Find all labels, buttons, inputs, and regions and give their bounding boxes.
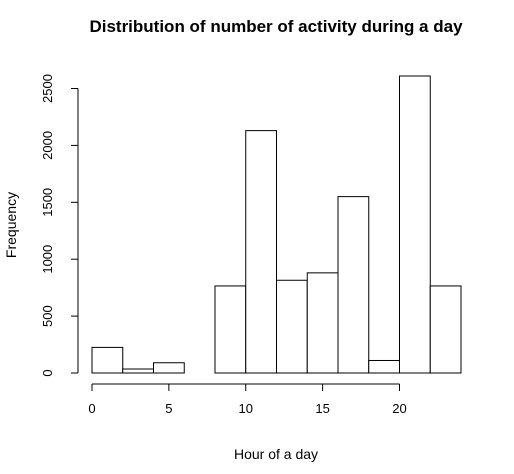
y-tick-label: 0	[40, 369, 55, 376]
x-tick-label: 5	[165, 401, 172, 416]
histogram-bar	[337, 196, 370, 374]
y-axis-label: Frequency	[3, 192, 19, 258]
histogram-bar	[276, 279, 308, 374]
histogram-bar	[245, 130, 277, 374]
y-tick-label: 1000	[40, 245, 55, 274]
bars-group	[91, 75, 462, 374]
y-tick-label: 2000	[40, 131, 55, 160]
histogram-bar	[306, 272, 339, 374]
y-tick-label: 1500	[40, 188, 55, 217]
histogram-bar	[429, 285, 462, 374]
x-tick-label: 20	[392, 401, 406, 416]
histogram-bar	[399, 75, 431, 374]
x-axis: 0 5 10 15 20	[88, 383, 407, 416]
x-axis-label: Hour of a day	[234, 446, 318, 462]
y-tick-label: 2500	[40, 74, 55, 103]
histogram-bar	[122, 368, 154, 374]
y-axis: 0 500 1000 1500 2000 2500	[40, 74, 79, 377]
histogram-bar	[368, 359, 400, 374]
y-tick-label: 500	[40, 305, 55, 327]
x-tick-label: 15	[315, 401, 329, 416]
x-tick-label: 10	[239, 401, 253, 416]
histogram-bar	[153, 362, 185, 374]
chart-title: Distribution of number of activity durin…	[89, 17, 463, 36]
histogram-bar	[214, 285, 247, 374]
x-tick-label: 0	[88, 401, 95, 416]
histogram-bar	[91, 346, 124, 374]
